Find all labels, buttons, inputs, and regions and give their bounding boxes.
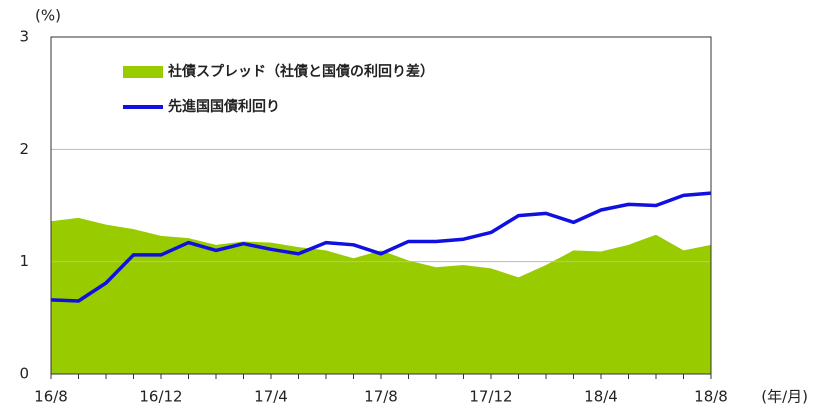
legend-swatch xyxy=(123,66,163,78)
y-tick-label: 2 xyxy=(19,140,29,158)
x-tick-label: 16/8 xyxy=(34,388,68,406)
x-tick-label: 17/8 xyxy=(364,388,398,406)
x-tick-label: 18/4 xyxy=(584,388,618,406)
x-tick-label: 18/8 xyxy=(694,388,728,406)
area xyxy=(51,217,711,374)
x-axis-label: (年/月) xyxy=(761,388,808,406)
y-tick-label: 1 xyxy=(19,252,29,270)
legend-label: 先進国国債利回り xyxy=(168,98,280,115)
x-tick-label: 17/12 xyxy=(469,388,512,406)
y-axis-label: (%) xyxy=(35,7,61,25)
line xyxy=(50,191,712,303)
y-tick-label: 0 xyxy=(19,365,29,383)
x-tick-label: 17/4 xyxy=(254,388,288,406)
y-tick-label: 3 xyxy=(19,28,29,46)
legend-label: 社債スプレッド（社債と国債の利回り差） xyxy=(167,63,434,80)
x-tick-label: 16/12 xyxy=(139,388,182,406)
